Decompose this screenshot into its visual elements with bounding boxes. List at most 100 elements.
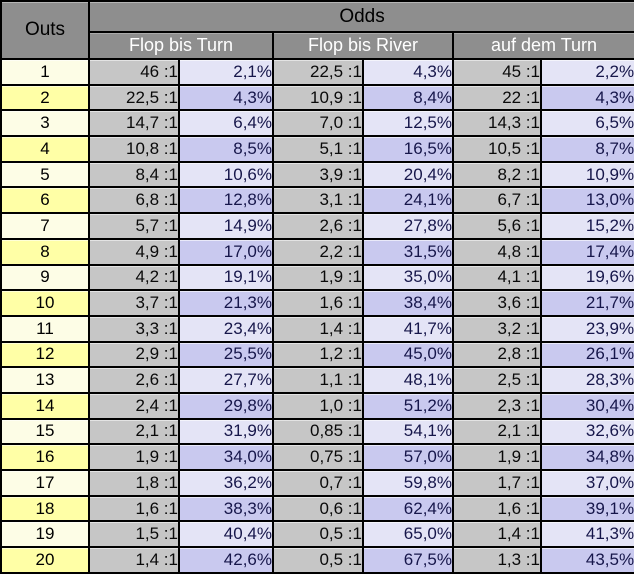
odds-ratio-cell: 1,4 :1 bbox=[272, 314, 364, 343]
percent-cell: 31,9% bbox=[178, 417, 274, 446]
odds-ratio-cell: 45 :1 bbox=[452, 58, 542, 86]
table-row: 17 1,8 :1 36,2% 0,7 :1 59,8% 1,7 :1 37,0% bbox=[0, 469, 634, 497]
odds-ratio-cell: 3,1 :1 bbox=[272, 186, 364, 215]
percent-cell: 28,3% bbox=[539, 366, 634, 394]
percent-cell: 12,8% bbox=[178, 186, 274, 215]
percent-cell: 62,4% bbox=[362, 494, 454, 523]
percent-cell: 25,5% bbox=[178, 340, 274, 369]
table-row: 6 6,8 :1 12,8% 3,1 :1 24,1% 6,7 :1 13,0% bbox=[0, 186, 634, 215]
odds-ratio-cell: 22,5 :1 bbox=[88, 83, 180, 112]
percent-cell: 37,0% bbox=[539, 469, 634, 497]
percent-cell: 35,0% bbox=[362, 263, 454, 292]
odds-ratio-cell: 8,2 :1 bbox=[452, 160, 542, 189]
percent-cell: 16,5% bbox=[362, 135, 454, 163]
odds-ratio-cell: 46 :1 bbox=[88, 58, 180, 86]
odds-ratio-cell: 2,3 :1 bbox=[452, 391, 542, 420]
percent-cell: 4,3% bbox=[178, 83, 274, 112]
table-header: Outs Odds Flop bis Turn Flop bis River a… bbox=[0, 0, 634, 60]
table-row: 10 3,7 :1 21,3% 1,6 :1 38,4% 3,6 :1 21,7% bbox=[0, 289, 634, 317]
odds-ratio-cell: 1,3 :1 bbox=[452, 546, 542, 574]
odds-ratio-cell: 0,75 :1 bbox=[272, 443, 364, 471]
table-row: 20 1,4 :1 42,6% 0,5 :1 67,5% 1,3 :1 43,5% bbox=[0, 546, 634, 574]
outs-cell: 4 bbox=[0, 135, 90, 163]
odds-ratio-cell: 3,6 :1 bbox=[452, 289, 542, 317]
table-row: 19 1,5 :1 40,4% 0,5 :1 65,0% 1,4 :1 41,3% bbox=[0, 520, 634, 549]
percent-cell: 40,4% bbox=[178, 520, 274, 549]
percent-cell: 10,9% bbox=[539, 160, 634, 189]
group-header-flop-bis-turn: Flop bis Turn bbox=[88, 31, 274, 60]
odds-ratio-cell: 14,3 :1 bbox=[452, 109, 542, 138]
percent-cell: 4,3% bbox=[539, 83, 634, 112]
outs-cell: 17 bbox=[0, 469, 90, 497]
odds-ratio-cell: 0,5 :1 bbox=[272, 546, 364, 574]
percent-cell: 14,9% bbox=[178, 212, 274, 240]
percent-cell: 39,1% bbox=[539, 494, 634, 523]
percent-cell: 41,7% bbox=[362, 314, 454, 343]
odds-ratio-cell: 6,7 :1 bbox=[452, 186, 542, 215]
percent-cell: 59,8% bbox=[362, 469, 454, 497]
table-row: 1 46 :1 2,1% 22,5 :1 4,3% 45 :1 2,2% bbox=[0, 58, 634, 86]
odds-ratio-cell: 5,7 :1 bbox=[88, 212, 180, 240]
odds-ratio-cell: 1,2 :1 bbox=[272, 340, 364, 369]
odds-ratio-cell: 2,1 :1 bbox=[88, 417, 180, 446]
percent-cell: 54,1% bbox=[362, 417, 454, 446]
odds-ratio-cell: 1,6 :1 bbox=[272, 289, 364, 317]
odds-ratio-cell: 1,4 :1 bbox=[452, 520, 542, 549]
percent-cell: 27,7% bbox=[178, 366, 274, 394]
percent-cell: 2,1% bbox=[178, 58, 274, 86]
outs-cell: 11 bbox=[0, 314, 90, 343]
table-row: 2 22,5 :1 4,3% 10,9 :1 8,4% 22 :1 4,3% bbox=[0, 83, 634, 112]
odds-ratio-cell: 4,8 :1 bbox=[452, 237, 542, 266]
percent-cell: 13,0% bbox=[539, 186, 634, 215]
odds-ratio-cell: 2,6 :1 bbox=[272, 212, 364, 240]
odds-ratio-cell: 1,1 :1 bbox=[272, 366, 364, 394]
outs-cell: 7 bbox=[0, 212, 90, 240]
odds-ratio-cell: 1,8 :1 bbox=[88, 469, 180, 497]
percent-cell: 45,0% bbox=[362, 340, 454, 369]
percent-cell: 48,1% bbox=[362, 366, 454, 394]
odds-ratio-cell: 3,9 :1 bbox=[272, 160, 364, 189]
odds-ratio-cell: 22 :1 bbox=[452, 83, 542, 112]
outs-cell: 9 bbox=[0, 263, 90, 292]
percent-cell: 4,3% bbox=[362, 58, 454, 86]
percent-cell: 17,0% bbox=[178, 237, 274, 266]
percent-cell: 20,4% bbox=[362, 160, 454, 189]
outs-cell: 18 bbox=[0, 494, 90, 523]
outs-cell: 12 bbox=[0, 340, 90, 369]
odds-ratio-cell: 10,5 :1 bbox=[452, 135, 542, 163]
odds-ratio-cell: 3,2 :1 bbox=[452, 314, 542, 343]
percent-cell: 17,4% bbox=[539, 237, 634, 266]
odds-ratio-cell: 2,1 :1 bbox=[452, 417, 542, 446]
odds-ratio-cell: 5,1 :1 bbox=[272, 135, 364, 163]
odds-ratio-cell: 1,9 :1 bbox=[452, 443, 542, 471]
odds-title-cell: Odds bbox=[87, 0, 634, 33]
table-row: 14 2,4 :1 29,8% 1,0 :1 51,2% 2,3 :1 30,4% bbox=[0, 391, 634, 420]
odds-ratio-cell: 2,8 :1 bbox=[452, 340, 542, 369]
percent-cell: 23,4% bbox=[178, 314, 274, 343]
percent-cell: 6,5% bbox=[539, 109, 634, 138]
percent-cell: 26,1% bbox=[539, 340, 634, 369]
percent-cell: 15,2% bbox=[539, 212, 634, 240]
table-body: 1 46 :1 2,1% 22,5 :1 4,3% 45 :1 2,2% 2 22,5 :1 4,… bbox=[0, 58, 634, 574]
odds-ratio-cell: 6,8 :1 bbox=[88, 186, 180, 215]
odds-ratio-cell: 2,5 :1 bbox=[452, 366, 542, 394]
outs-cell: 10 bbox=[0, 289, 90, 317]
outs-cell: 8 bbox=[0, 237, 90, 266]
percent-cell: 10,6% bbox=[178, 160, 274, 189]
outs-cell: 5 bbox=[0, 160, 90, 189]
percent-cell: 38,4% bbox=[362, 289, 454, 317]
percent-cell: 21,3% bbox=[178, 289, 274, 317]
percent-cell: 8,5% bbox=[178, 135, 274, 163]
header-group-row: Flop bis Turn Flop bis River auf dem Tur… bbox=[1, 31, 634, 60]
odds-ratio-cell: 1,6 :1 bbox=[452, 494, 542, 523]
percent-cell: 19,6% bbox=[539, 263, 634, 292]
percent-cell: 67,5% bbox=[362, 546, 454, 574]
odds-ratio-cell: 1,9 :1 bbox=[272, 263, 364, 292]
percent-cell: 32,6% bbox=[539, 417, 634, 446]
percent-cell: 23,9% bbox=[539, 314, 634, 343]
odds-ratio-cell: 3,7 :1 bbox=[88, 289, 180, 317]
percent-cell: 51,2% bbox=[362, 391, 454, 420]
odds-ratio-cell: 1,4 :1 bbox=[88, 546, 180, 574]
odds-ratio-cell: 22,5 :1 bbox=[272, 58, 364, 86]
